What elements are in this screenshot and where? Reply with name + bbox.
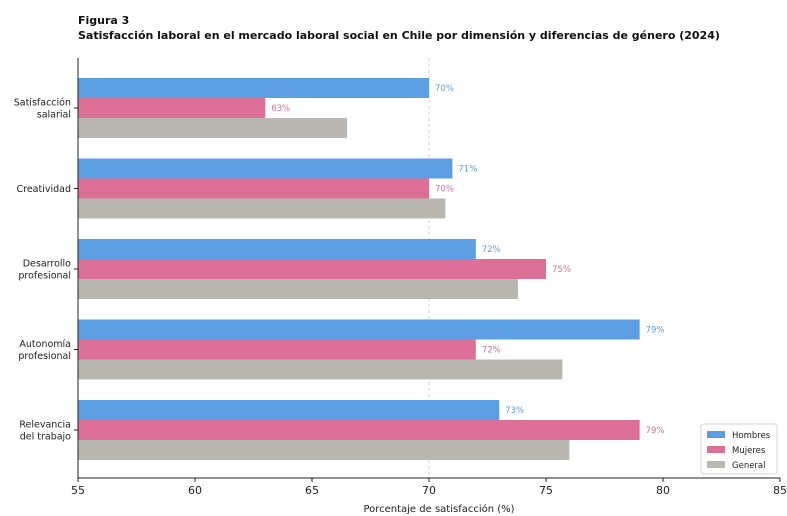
bar-hombres-1 (78, 158, 453, 179)
data-labels: 70% 63% 71% 70% 72% 75% 79% 72% 73% 79% (271, 84, 664, 436)
bar-hombres-4 (78, 400, 500, 420)
category-label-3: Autonomía profesional (18, 339, 71, 362)
data-label-hombres-3: 79% (646, 326, 665, 336)
x-tick-label-2: 65 (305, 484, 319, 497)
x-tick-label-1: 60 (188, 484, 202, 497)
bar-hombres-3 (78, 319, 640, 340)
bar-mujeres-3 (78, 339, 476, 360)
legend-swatch-mujeres (707, 446, 725, 453)
bar-general-3 (78, 359, 563, 380)
bar-mujeres-0 (78, 98, 266, 118)
bar-general-4 (78, 440, 570, 460)
category-labels: Satisfacción salarial Creatividad Desarroll… (14, 98, 78, 443)
data-label-hombres-2: 72% (482, 245, 501, 255)
bar-general-1 (78, 198, 446, 219)
bars-layer (78, 58, 640, 478)
category-label-2: Desarrollo profesional (18, 259, 71, 282)
category-label-0: Satisfacción salarial (14, 98, 71, 121)
legend-label-general: General (732, 461, 766, 471)
x-tick-label-6: 85 (773, 484, 787, 497)
category-label-1: Creatividad (16, 184, 71, 195)
x-axis-label: Porcentaje de satisfacción (%) (363, 503, 514, 515)
data-label-mujeres-1: 70% (435, 185, 454, 195)
legend-swatch-hombres (707, 431, 725, 438)
data-label-mujeres-3: 72% (482, 346, 501, 356)
data-label-hombres-4: 73% (505, 406, 524, 416)
legend-label-mujeres: Mujeres (732, 446, 766, 456)
category-label-4: Relevancia del trabajo (19, 420, 71, 443)
x-tick-label-3: 70 (422, 484, 436, 497)
bar-mujeres-4 (78, 420, 640, 440)
bar-general-2 (78, 279, 518, 299)
bar-mujeres-2 (78, 259, 546, 279)
x-tick-label-5: 80 (656, 484, 670, 497)
x-tick-label-4: 75 (539, 484, 553, 497)
bar-hombres-0 (78, 78, 429, 98)
x-ticks: 55 60 65 70 75 80 85 (71, 478, 787, 497)
bar-mujeres-1 (78, 178, 429, 199)
data-label-mujeres-0: 63% (271, 104, 290, 114)
legend-swatch-general (707, 461, 725, 468)
figure-label: Figura 3 (78, 14, 130, 27)
data-label-mujeres-4: 79% (646, 426, 665, 436)
x-tick-label-0: 55 (71, 484, 85, 497)
legend-label-hombres: Hombres (732, 431, 771, 441)
data-label-hombres-1: 71% (458, 165, 477, 175)
bar-hombres-2 (78, 239, 476, 259)
legend: Hombres Mujeres General (700, 423, 778, 475)
data-label-mujeres-2: 75% (552, 265, 571, 275)
bar-general-0 (78, 118, 348, 138)
data-label-hombres-0: 70% (435, 84, 454, 94)
chart-title: Satisfacción laboral en el mercado labor… (78, 29, 720, 42)
